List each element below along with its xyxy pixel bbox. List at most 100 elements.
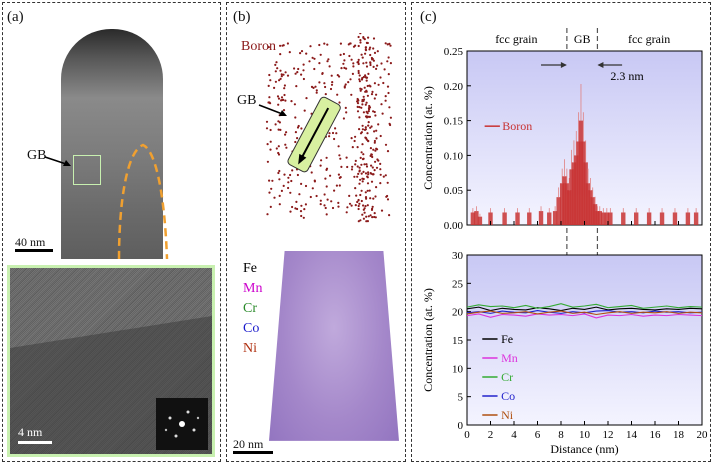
- boron-atom: [294, 131, 297, 134]
- boron-atom: [349, 42, 352, 45]
- boron-atom: [374, 160, 377, 163]
- boron-atom: [371, 216, 374, 219]
- boron-atom: [298, 193, 301, 196]
- boron-atom: [377, 123, 380, 126]
- boron-atom: [348, 202, 352, 205]
- boron-atom: [365, 215, 368, 218]
- boron-atom: [266, 160, 269, 163]
- boron-atom: [365, 65, 369, 68]
- boron-atom: [296, 207, 299, 211]
- boron-atom: [294, 140, 297, 144]
- boron-atom: [325, 167, 329, 170]
- boron-atom: [364, 205, 367, 208]
- concentration-profile-chart: 0.00 0.05 0.10 0.15 0.20 0.25 Concentration (a…: [421, 28, 709, 456]
- boron-atom: [365, 89, 368, 92]
- boron-atom: [372, 47, 375, 50]
- boron-atom: [339, 176, 342, 179]
- boron-atom: [326, 43, 329, 46]
- boron-atom: [289, 210, 292, 213]
- boron-atom: [325, 213, 328, 216]
- boron-atom: [337, 145, 340, 148]
- boron-atom: [369, 61, 372, 64]
- boron-atom: [278, 169, 281, 173]
- boron-atom: [361, 213, 364, 216]
- boron-atom: [389, 123, 392, 127]
- boron-atom: [339, 157, 342, 160]
- boron-atom: [357, 58, 360, 61]
- boron-atom: [353, 175, 356, 178]
- boron-atom: [281, 44, 284, 47]
- x-tick-label: 4: [511, 429, 517, 441]
- boron-atom: [373, 139, 376, 143]
- boron-atom: [314, 85, 317, 88]
- boron-atom: [344, 106, 347, 109]
- boron-atom: [300, 50, 304, 53]
- boron-atom: [379, 168, 382, 171]
- boron-bar: [538, 211, 544, 225]
- boron-atom: [361, 158, 365, 161]
- boron-atom: [266, 213, 269, 216]
- boron-atom: [362, 170, 365, 173]
- panel-a: (a) GB 40 nm 4 nm: [2, 2, 221, 462]
- boron-atom: [377, 83, 380, 86]
- x-tick-label: 8: [558, 429, 564, 441]
- panel-c-label: (c): [420, 9, 437, 25]
- boron-atom: [329, 174, 332, 177]
- boron-atom: [351, 146, 354, 149]
- boron-atom: [367, 173, 370, 176]
- boron-atom: [360, 189, 363, 192]
- boron-atom: [358, 74, 361, 77]
- boron-atom: [382, 175, 385, 178]
- boron-atom: [355, 194, 358, 197]
- boron-atom: [319, 53, 322, 56]
- boron-atom: [279, 44, 282, 47]
- boron-atom: [271, 179, 274, 182]
- scale-bar-top: [15, 249, 53, 252]
- boron-atom: [366, 220, 369, 223]
- boron-atom: [357, 207, 360, 211]
- boron-atom: [359, 89, 362, 92]
- boron-atom: [368, 115, 371, 118]
- boron-atom: [366, 84, 369, 88]
- boron-atom: [285, 131, 288, 134]
- boron-bar: [646, 212, 652, 225]
- boron-atom: [282, 109, 286, 112]
- boron-atom: [294, 116, 297, 119]
- boron-atom: [360, 53, 363, 56]
- boron-atom: [362, 217, 365, 220]
- x-tick-label: 14: [626, 429, 638, 441]
- boron-atom: [357, 220, 360, 223]
- boron-atom: [364, 74, 367, 77]
- boron-atom: [303, 109, 306, 112]
- boron-atom: [384, 174, 387, 177]
- boron-atom: [389, 44, 392, 47]
- scale-bar-b: [233, 451, 273, 454]
- boron-bar: [634, 212, 639, 225]
- boron-bar: [583, 162, 588, 225]
- boron-atom: [375, 129, 378, 132]
- boron-atom: [338, 75, 341, 78]
- boron-atom: [274, 63, 277, 66]
- boron-atom: [358, 128, 361, 131]
- boron-atom: [366, 176, 369, 179]
- boron-atom: [367, 72, 370, 75]
- boron-atom: [295, 200, 298, 203]
- boron-atom: [380, 209, 384, 212]
- boron-atom: [276, 67, 279, 70]
- y-tick-label-top: 0.25: [444, 46, 464, 58]
- boron-atom: [344, 83, 347, 86]
- boron-atom: [345, 211, 348, 214]
- boron-atom: [325, 185, 328, 188]
- boron-atom: [277, 145, 280, 148]
- boron-atom: [268, 101, 271, 104]
- gb-label-b: GB: [237, 93, 257, 108]
- boron-atom: [364, 191, 367, 194]
- y-tick-label-top: 0.20: [444, 81, 464, 93]
- boron-atom: [356, 175, 359, 178]
- y-tick-label-bottom: 30: [452, 250, 464, 262]
- boron-atom: [363, 38, 366, 41]
- boron-atom: [362, 95, 365, 98]
- boron-atom: [335, 184, 338, 187]
- boron-atom: [363, 211, 366, 214]
- x-tick-label: 20: [697, 429, 709, 441]
